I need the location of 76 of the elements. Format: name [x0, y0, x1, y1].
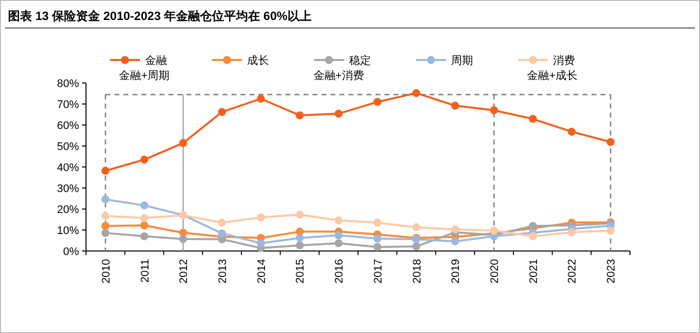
legend-label: 稳定	[349, 54, 371, 67]
chart-title: 图表 13 保险资金 2010-2023 年金融仓位平均在 60%以上	[8, 9, 312, 23]
y-tick-label: 0%	[63, 246, 80, 258]
y-tick-label: 40%	[56, 162, 80, 174]
point	[218, 229, 226, 238]
point	[568, 128, 576, 136]
point	[334, 231, 343, 240]
point	[373, 98, 382, 106]
y-tick-label: 80%	[56, 78, 80, 90]
legend-label: 周期	[451, 55, 473, 67]
point	[140, 214, 148, 222]
point	[606, 138, 615, 146]
x-tick-label: 2016	[334, 259, 346, 284]
point	[140, 232, 148, 240]
point	[256, 239, 265, 248]
point	[140, 221, 148, 230]
point	[140, 201, 148, 210]
x-tick-label: 2021	[528, 259, 540, 284]
point	[218, 108, 226, 116]
point	[256, 94, 265, 103]
text: 金融+周期	[119, 70, 170, 82]
point	[490, 226, 498, 235]
point	[256, 213, 265, 222]
point	[451, 237, 460, 246]
point	[568, 228, 576, 236]
x-tick-label: 2014	[256, 259, 268, 284]
x-tick-label: 2023	[606, 259, 618, 284]
point	[101, 228, 110, 237]
legend-label: 消费	[553, 54, 575, 67]
point	[140, 156, 148, 164]
y-tick-label: 60%	[56, 120, 80, 132]
point	[101, 195, 110, 204]
x-tick-label: 2010	[100, 259, 112, 284]
x-tick-label: 2013	[217, 259, 229, 284]
text: 金融+成长	[527, 69, 578, 82]
y-tick-label: 70%	[56, 99, 80, 111]
point	[218, 218, 226, 227]
x-tick-label: 2022	[566, 259, 579, 284]
point	[490, 106, 498, 114]
point	[296, 241, 304, 250]
point	[412, 89, 420, 98]
point	[451, 225, 460, 234]
point	[373, 218, 382, 227]
point	[373, 234, 382, 243]
point	[179, 139, 188, 148]
text: 金融+消费	[313, 69, 364, 82]
point	[451, 102, 460, 110]
legend-label: 成长	[247, 54, 269, 67]
point	[412, 223, 420, 232]
point	[334, 110, 343, 118]
x-tick-label: 2017	[372, 259, 384, 284]
point	[528, 114, 537, 123]
point	[296, 111, 304, 120]
x-tick-label: 2020	[489, 259, 501, 284]
y-tick-label: 30%	[56, 183, 80, 195]
point	[528, 232, 537, 240]
x-tick-label: 2018	[411, 259, 424, 284]
point	[412, 242, 420, 250]
y-tick-label: 10%	[56, 225, 80, 237]
legend-label: 金融	[145, 55, 167, 67]
point	[296, 234, 304, 242]
x-tick-label: 2019	[450, 259, 462, 284]
x-tick-label: 2012	[178, 259, 190, 284]
point	[334, 239, 343, 248]
point	[373, 243, 382, 252]
y-tick-label: 20%	[56, 204, 80, 216]
point	[334, 216, 343, 224]
point	[101, 212, 110, 220]
x-tick-label: 2011	[139, 259, 152, 283]
point	[606, 226, 615, 235]
point	[101, 222, 110, 230]
point	[101, 166, 110, 175]
point	[296, 210, 304, 219]
point	[179, 235, 188, 244]
x-tick-label: 2015	[294, 259, 307, 284]
y-tick-label: 50%	[56, 141, 80, 153]
